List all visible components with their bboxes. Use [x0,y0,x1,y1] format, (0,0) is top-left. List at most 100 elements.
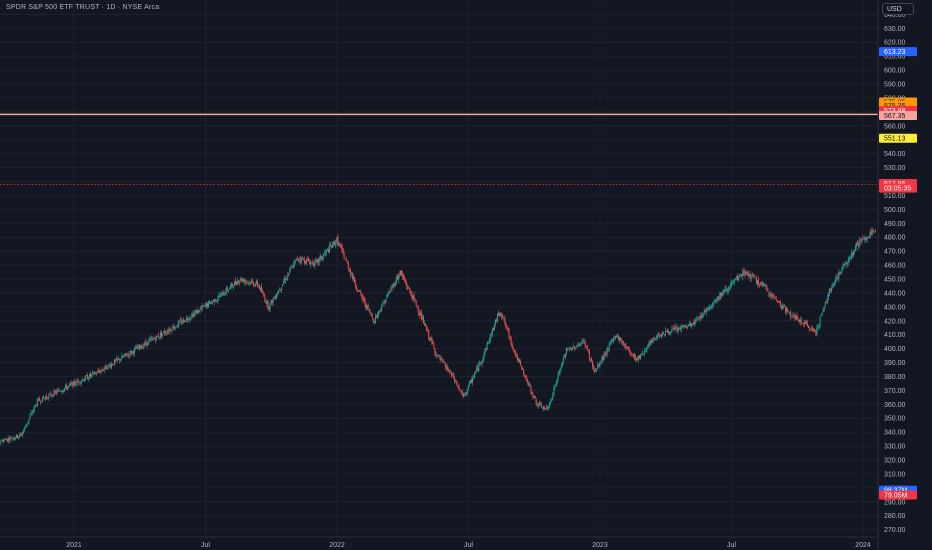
candle-body [527,380,529,385]
candle-body [735,278,737,280]
candle-body [385,299,387,304]
candle-body [56,390,58,393]
candle-body [401,270,403,275]
candle-body [203,304,205,307]
candle-body [422,316,424,324]
candle-body [647,345,649,349]
candle-body [544,407,546,409]
candle-body [120,359,122,362]
candle-body [766,285,768,289]
candle-body [336,237,338,242]
candle-body [795,315,797,319]
candle-body [841,268,843,272]
candle-body [808,325,810,328]
candle-body [247,282,249,284]
y-tick-label: 400.00 [884,346,906,353]
candle-body [107,364,109,369]
currency-button[interactable]: USD [882,3,914,15]
candle-body [223,294,225,297]
candle-body [500,313,502,314]
candle-body [243,279,245,283]
candle-body [91,374,93,376]
candle-body [18,436,20,439]
candle-body [597,364,599,369]
candle-body [739,274,741,278]
candle-body [548,405,550,409]
candle-body [382,302,384,307]
x-axis[interactable]: Jul2021Jul2022Jul2023Jul2024Jul2025Jul20… [0,536,932,549]
candle-body [346,261,348,264]
candle-body [872,230,874,232]
candle-body [177,322,179,328]
candle-body [601,357,603,363]
candle-body [714,299,716,303]
candle-body [545,408,547,410]
candle-body [515,355,517,357]
candle-body [102,370,104,371]
candle-body [162,333,164,336]
candle-body [245,280,247,282]
candle-body [520,361,522,366]
candle-body [582,340,584,342]
candle-body [282,284,284,287]
candle-body [873,231,875,233]
candle-body [538,403,540,406]
candle-body [485,348,487,350]
candle-body [155,335,157,340]
y-tick-label: 290.00 [884,499,906,506]
candle-body [299,259,301,262]
candle-body [189,318,191,320]
candle-body [149,338,151,341]
candle-body [417,308,419,313]
candle-body [537,405,539,407]
candle-body [26,424,28,426]
candle-body [741,274,743,276]
candle-body [85,375,87,377]
candle-body [34,405,36,407]
candle-body [94,372,96,375]
candle-body [323,254,325,256]
candle-body [818,324,820,328]
candle-body [194,312,196,314]
candle-body [23,430,25,434]
candle-body [856,243,858,247]
candle-body [72,381,74,387]
candle-body [292,266,294,268]
candle-body [272,298,274,303]
candle-body [493,324,495,330]
candle-body [629,350,631,354]
candle-body [580,343,582,345]
price-tag-bg [879,47,917,57]
candle-body [855,246,857,251]
y-tick-label: 610.00 [884,54,906,61]
candle-body [43,397,45,399]
y-axis[interactable]: 640.00630.00620.00610.00600.00590.00580.… [877,0,906,550]
candle-body [573,346,575,348]
candle-body [147,340,149,346]
candle-body [810,329,812,331]
candle-body [318,258,320,263]
candle-body [374,316,376,323]
candle-body [846,262,848,265]
price-tags: 613.23575.85575.35573.88567.35551.13517.… [879,47,917,500]
candle-body [828,288,830,294]
candle-body [192,313,194,318]
candle-body [451,371,453,375]
candle-body [157,335,159,338]
candle-body [689,323,691,326]
candle-body [516,355,518,361]
candle-body [87,378,89,380]
candle-body [773,296,775,298]
candle-body [110,363,112,368]
candle-body [675,326,677,329]
candle-body [835,278,837,283]
candle-body [779,301,781,307]
candle-body [794,314,796,320]
candle-body [558,371,560,375]
candle-body [788,311,790,313]
candle-body [863,238,865,240]
candle-body [129,351,131,355]
candle-body [792,314,794,317]
candle-body [391,287,393,289]
